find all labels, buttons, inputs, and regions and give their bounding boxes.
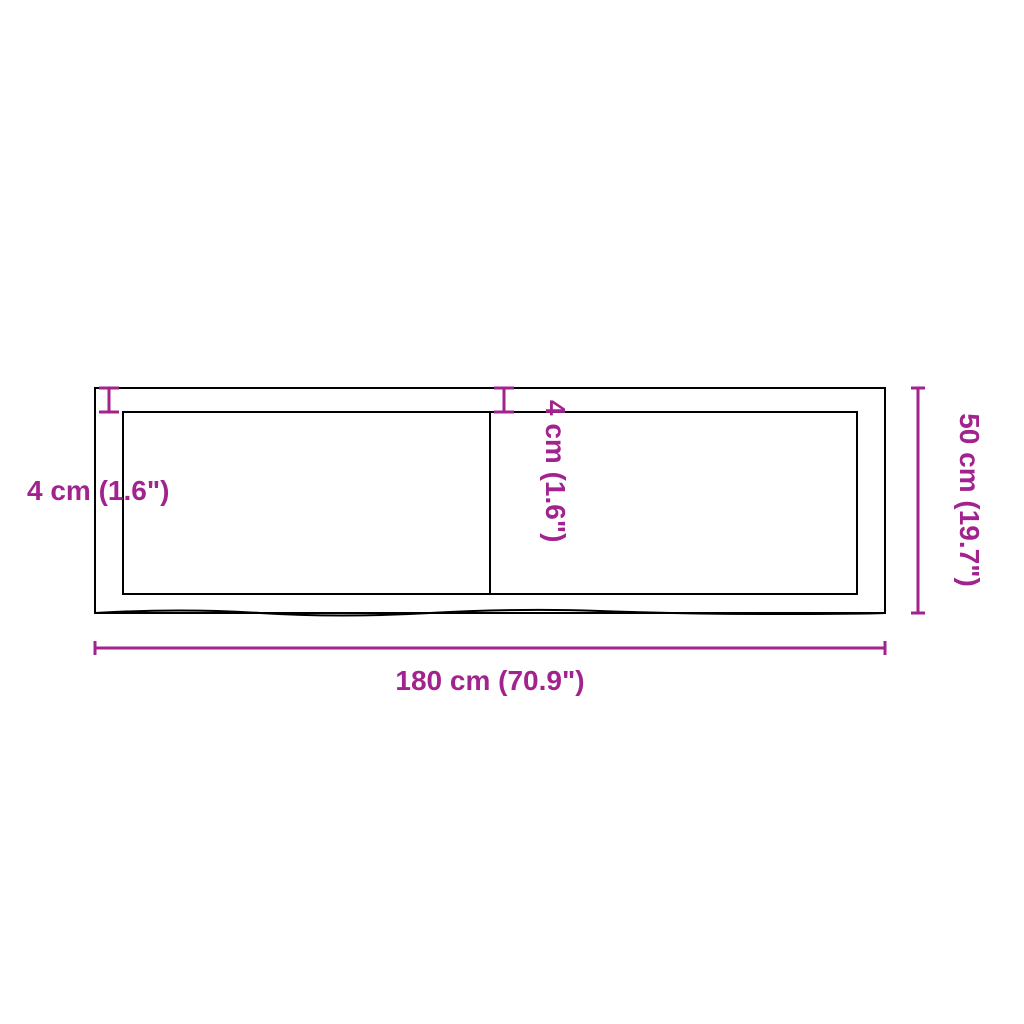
dimension-gap-left-label: 4 cm (1.6") [27, 475, 169, 506]
dimension-diagram: 180 cm (70.9") 50 cm (19.7") 4 cm (1.6") 4 … [0, 0, 1024, 1024]
dimension-height-label: 50 cm (19.7") [954, 413, 985, 587]
dimension-width-label: 180 cm (70.9") [395, 665, 584, 696]
dimension-gap-mid-label: 4 cm (1.6") [540, 400, 571, 542]
diagram-svg: 180 cm (70.9") 50 cm (19.7") 4 cm (1.6") 4 … [0, 0, 1024, 1024]
